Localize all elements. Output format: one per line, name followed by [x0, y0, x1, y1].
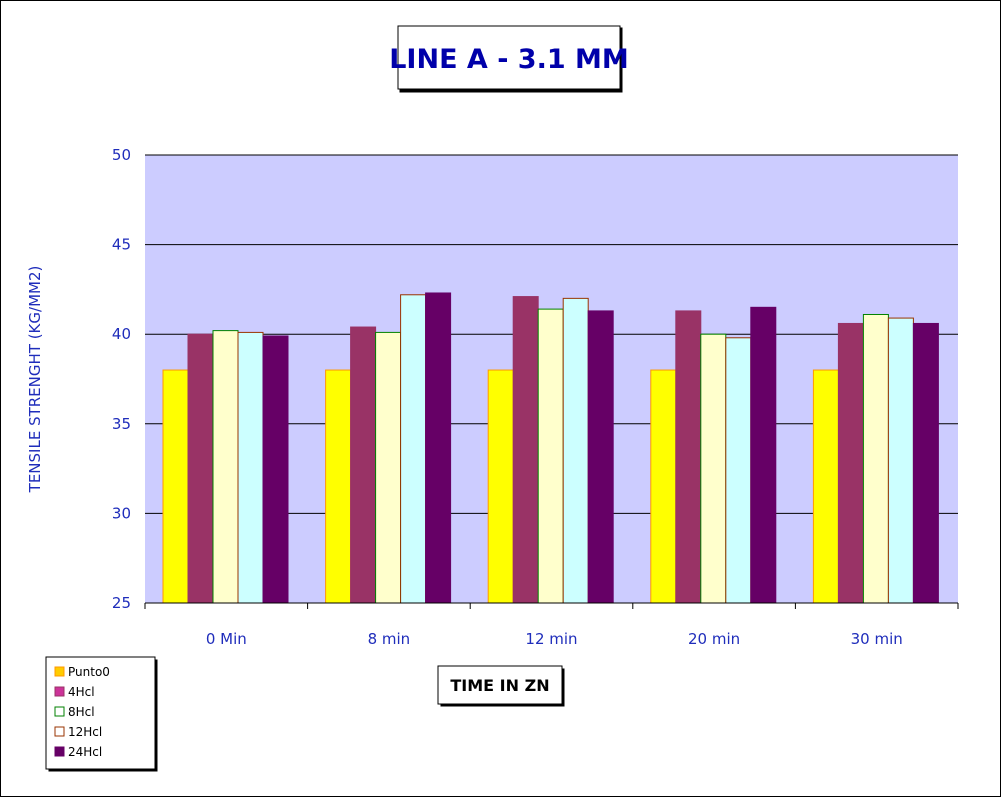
bar-24hcl-2 [587, 310, 614, 604]
bar-8hcl-4 [862, 313, 889, 604]
bar-4hcl-1 [350, 326, 377, 604]
x-tick-label: 0 Min [206, 630, 247, 648]
y-tick-label: 40 [112, 325, 131, 343]
x-axis-title: TIME IN ZN [450, 676, 549, 695]
legend-label-punto0: Punto0 [68, 665, 110, 679]
bar-punto0-1 [325, 369, 352, 604]
y-axis-tick-labels: 25 30 35 40 45 50 [112, 146, 131, 612]
bar-24hcl-4 [912, 322, 939, 604]
legend-label-4hcl: 4Hcl [68, 685, 95, 699]
y-tick-label: 30 [112, 504, 131, 522]
y-tick-label: 25 [112, 594, 131, 612]
bar-12hcl-1 [400, 294, 427, 604]
y-tick-label: 35 [112, 415, 131, 433]
x-axis-tick-labels: 0 Min 8 min 12 min 20 min 30 min [206, 630, 903, 648]
bar-4hcl-4 [837, 322, 864, 604]
y-tick-label: 50 [112, 146, 131, 164]
bar-12hcl-0 [237, 331, 264, 604]
title-box: LINE A - 3.1 MM [389, 25, 629, 93]
bar-4hcl-0 [187, 333, 214, 604]
x-tick-label: 8 min [368, 630, 411, 648]
legend: Punto0 4Hcl 8Hcl 12Hcl 24Hcl [45, 656, 158, 772]
bar-24hcl-3 [750, 306, 777, 604]
bar-12hcl-3 [725, 337, 752, 604]
bar-24hcl-1 [425, 292, 452, 604]
x-axis-title-box: TIME IN ZN [437, 665, 565, 707]
legend-label-8hcl: 8Hcl [68, 705, 95, 719]
legend-swatch-12hcl [54, 726, 65, 737]
x-tick-label: 20 min [688, 630, 740, 648]
legend-swatch-4hcl [54, 686, 65, 697]
bar-punto0-2 [487, 369, 514, 604]
legend-items: Punto0 4Hcl 8Hcl 12Hcl 24Hcl [54, 665, 110, 759]
legend-swatch-8hcl [54, 706, 65, 717]
bar-series [162, 292, 939, 604]
bar-8hcl-0 [212, 330, 239, 604]
bar-12hcl-2 [562, 297, 589, 604]
bar-punto0-3 [650, 369, 677, 604]
bar-4hcl-2 [512, 296, 539, 604]
x-tick-label: 12 min [525, 630, 577, 648]
legend-swatch-24hcl [54, 746, 65, 757]
bar-24hcl-0 [262, 335, 289, 604]
x-axis-title-frame [437, 665, 563, 705]
legend-label-12hcl: 12Hcl [68, 725, 102, 739]
bar-punto0-4 [812, 369, 839, 604]
chart-title: LINE A - 3.1 MM [389, 44, 629, 75]
y-axis-title: TENSILE STRENGHT (KG/MM2) [26, 266, 44, 494]
bar-8hcl-3 [700, 333, 727, 604]
bar-12hcl-4 [887, 317, 914, 604]
bar-punto0-0 [162, 369, 189, 604]
y-tick-label: 45 [112, 236, 131, 254]
bar-8hcl-1 [375, 331, 402, 604]
x-axis-ticks [144, 603, 959, 609]
legend-swatch-punto0 [54, 666, 65, 677]
x-tick-label: 30 min [851, 630, 903, 648]
title-box-frame [397, 25, 621, 90]
legend-label-24hcl: 24Hcl [68, 745, 102, 759]
bar-8hcl-2 [537, 308, 564, 604]
bar-4hcl-3 [675, 310, 702, 604]
